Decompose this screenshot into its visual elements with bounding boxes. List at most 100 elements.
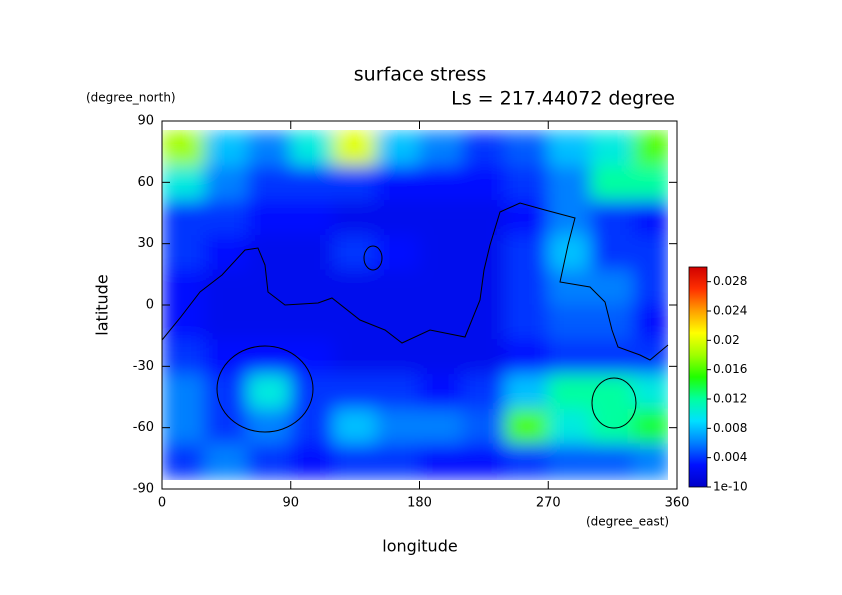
- colorbar: [688, 266, 708, 488]
- heat-cell: [547, 269, 592, 306]
- heat-cell: [204, 234, 249, 271]
- heat-cell: [547, 165, 592, 202]
- chart-title: surface stress: [354, 64, 487, 86]
- x-tick-label: 360: [665, 496, 690, 511]
- heat-cell: [633, 304, 668, 341]
- heat-cell: [333, 339, 378, 376]
- heat-cell: [590, 339, 635, 376]
- heat-cell: [333, 304, 378, 341]
- heat-cell: [204, 304, 249, 341]
- heat-cell: [461, 443, 506, 480]
- heat-cell: [333, 443, 378, 480]
- heat-cell: [461, 408, 506, 445]
- topography-contours: [161, 202, 669, 433]
- heat-cell: [247, 200, 292, 236]
- heat-cell: [162, 269, 206, 306]
- heat-cell: [376, 234, 420, 271]
- heat-cell: [162, 130, 206, 167]
- field: [162, 130, 668, 480]
- contour: [591, 377, 637, 429]
- heat-cell: [633, 130, 668, 167]
- heat-cell: [162, 374, 206, 410]
- chart-subtitle: Ls = 217.44072 degree: [451, 88, 675, 110]
- heat-cell: [633, 443, 668, 480]
- heat-cell: [333, 200, 378, 236]
- heat-cell: [376, 304, 420, 341]
- cells: [162, 130, 668, 480]
- heat-cell: [376, 408, 420, 445]
- x-tick-label: 0: [158, 496, 166, 511]
- heat-cell: [504, 339, 549, 376]
- heat-cell: [162, 443, 206, 480]
- heat-cell: [504, 165, 549, 202]
- heat-cell: [290, 165, 335, 202]
- heat-cell: [290, 130, 335, 167]
- y-tick-label: -90: [133, 482, 154, 497]
- heat-cell: [204, 165, 249, 202]
- heat-cell: [376, 339, 420, 376]
- colorbar-tick-label: 0.012: [713, 392, 747, 406]
- heat-cell: [162, 408, 206, 445]
- heat-cell: [547, 374, 592, 410]
- colorbar-tick-label: 0.02: [713, 333, 740, 347]
- heat-cell: [204, 200, 249, 236]
- heat-cell: [633, 339, 668, 376]
- heat-cell: [461, 339, 506, 376]
- colorbar-tick-label: 1e-10: [713, 480, 748, 494]
- x-tick-label: 270: [536, 496, 561, 511]
- heat-cell: [162, 200, 206, 236]
- heat-cell: [204, 339, 249, 376]
- heat-cell: [461, 130, 506, 167]
- heat-cell: [461, 234, 506, 271]
- heat-cell: [290, 443, 335, 480]
- heat-cell: [247, 374, 292, 410]
- colorbar-tick-label: 0.004: [713, 450, 747, 464]
- heat-cell: [290, 269, 335, 306]
- y-tick-label: -60: [133, 420, 154, 435]
- heat-cell: [633, 200, 668, 236]
- colorbar-tick-label: 0.024: [713, 304, 747, 318]
- heat-cell: [290, 200, 335, 236]
- colorbar-tick-label: 0.028: [713, 274, 747, 288]
- heat-cell: [376, 130, 420, 167]
- heat-cell: [376, 443, 420, 480]
- y-tick-label: 60: [137, 175, 154, 190]
- colorbar-tick-label: 0.016: [713, 362, 747, 376]
- heat-cell: [547, 130, 592, 167]
- heat-cell: [547, 200, 592, 236]
- heat-cell: [204, 374, 249, 410]
- x-unit: (degree_east): [586, 515, 669, 529]
- heat-cell: [633, 374, 668, 410]
- heat-cell: [504, 374, 549, 410]
- heat-cell: [333, 130, 378, 167]
- heat-cell: [376, 165, 420, 202]
- heat-cell: [504, 234, 549, 271]
- heat-cell: [633, 269, 668, 306]
- heat-cell: [376, 269, 420, 306]
- heat-cell: [204, 130, 249, 167]
- y-unit: (degree_north): [86, 91, 176, 105]
- heat-cell: [419, 130, 463, 167]
- heat-cell: [290, 304, 335, 341]
- heat-cell: [590, 234, 635, 271]
- heat-cell: [333, 408, 378, 445]
- heat-cell: [504, 200, 549, 236]
- heat-cell: [504, 269, 549, 306]
- heat-cell: [504, 130, 549, 167]
- heat-cell: [590, 165, 635, 202]
- heat-cell: [333, 374, 378, 410]
- heat-cell: [590, 130, 635, 167]
- heat-cell: [162, 234, 206, 271]
- heat-cell: [461, 200, 506, 236]
- contour: [161, 202, 669, 361]
- heat-cell: [547, 304, 592, 341]
- heat-cell: [590, 443, 635, 480]
- heat-cell: [419, 443, 463, 480]
- heat-cell: [204, 443, 249, 480]
- heat-cell: [247, 304, 292, 341]
- contour: [363, 245, 383, 271]
- heat-cell: [376, 200, 420, 236]
- heat-cell: [504, 304, 549, 341]
- x-tick-label: 90: [282, 496, 299, 511]
